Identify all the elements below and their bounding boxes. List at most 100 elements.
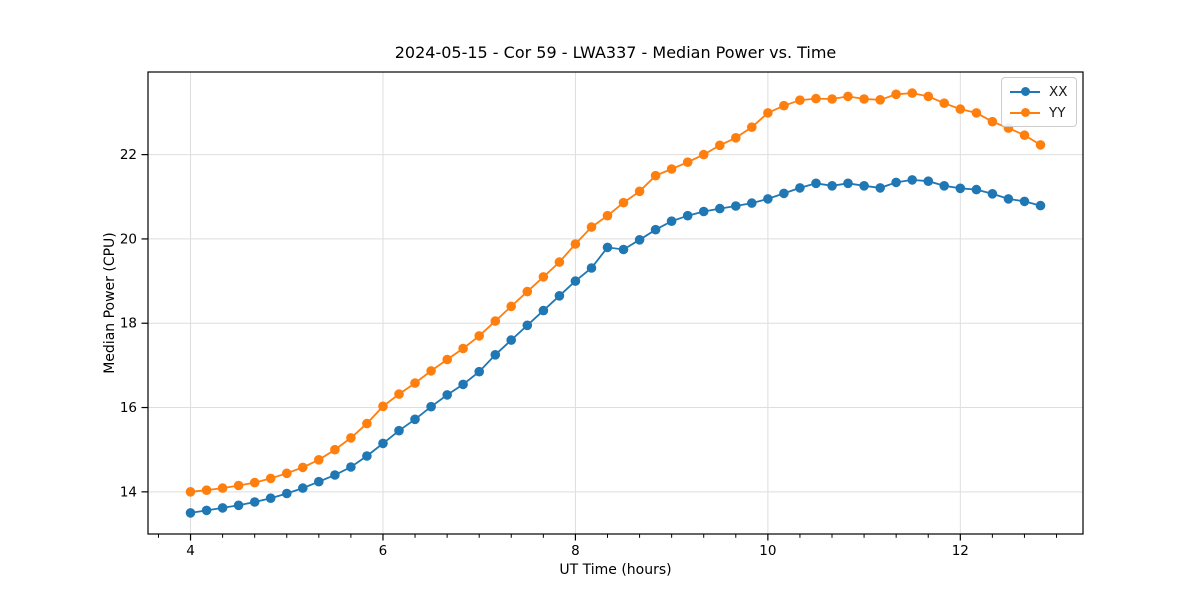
data-point-xx (811, 178, 821, 189)
data-point-yy (731, 133, 741, 143)
circle-marker-icon (1020, 87, 1030, 96)
legend-swatch-yy (1010, 108, 1040, 118)
data-point-yy (586, 222, 597, 232)
data-point-xx (442, 390, 453, 400)
data-point-xx (907, 175, 917, 185)
data-point-yy (282, 468, 292, 479)
data-point-xx (217, 503, 228, 513)
data-point-yy (923, 91, 934, 102)
data-point-xx (538, 305, 549, 316)
data-point-yy (314, 455, 324, 465)
data-point-xx (185, 508, 196, 518)
data-point-yy (795, 95, 805, 105)
data-point-yy (570, 239, 581, 249)
legend-item-xx: XX (1010, 83, 1068, 100)
y-tick-label: 20 (120, 231, 137, 247)
data-point-xx (859, 181, 869, 191)
data-point-xx (282, 488, 292, 499)
data-point-xx (474, 366, 485, 377)
series-line-yy (190, 92, 1041, 493)
data-point-yy (362, 418, 372, 429)
data-point-xx (650, 224, 661, 235)
data-point-xx (346, 462, 356, 472)
data-point-xx (602, 242, 613, 253)
y-tick-label: 16 (120, 400, 137, 416)
data-point-yy (907, 88, 917, 98)
data-point-yy (955, 104, 966, 114)
data-point-xx (314, 476, 324, 487)
data-point-xx (923, 176, 934, 186)
x-tick-label: 8 (571, 543, 580, 559)
legend-label-xx: XX (1049, 83, 1068, 100)
data-point-xx (715, 203, 725, 214)
data-point-yy (330, 444, 340, 455)
data-point-xx (843, 178, 853, 189)
data-point-yy (201, 485, 212, 496)
data-point-yy (442, 354, 453, 365)
data-point-xx (682, 210, 693, 221)
data-point-yy (233, 480, 244, 491)
chart-title: 2024-05-15 - Cor 59 - LWA337 - Median Po… (394, 43, 837, 62)
data-point-xx (763, 194, 773, 204)
data-point-xx (458, 379, 468, 390)
data-point-xx (394, 425, 404, 436)
data-point-yy (346, 433, 356, 443)
data-point-xx (731, 201, 741, 211)
data-point-xx (666, 216, 677, 226)
data-point-yy (538, 272, 549, 282)
plot-border (147, 71, 1084, 535)
data-point-yy (602, 210, 613, 221)
data-point-xx (410, 414, 420, 425)
x-tick-label: 4 (186, 543, 195, 559)
data-point-xx (971, 184, 982, 195)
data-point-yy (779, 100, 789, 111)
data-point-xx (618, 244, 629, 255)
data-point-yy (490, 316, 501, 326)
data-point-yy (378, 401, 388, 412)
data-point-yy (458, 343, 468, 354)
data-point-xx (1019, 196, 1030, 207)
data-point-yy (971, 108, 982, 118)
data-point-yy (426, 366, 436, 376)
data-point-xx (298, 483, 308, 493)
legend-swatch-xx (1010, 87, 1040, 97)
data-point-yy (1035, 140, 1046, 150)
data-point-xx (554, 291, 565, 301)
data-point-xx (827, 181, 837, 191)
data-point-xx (378, 438, 388, 449)
data-point-yy (634, 186, 645, 197)
data-point-yy (715, 140, 725, 151)
data-point-yy (811, 93, 821, 104)
data-point-yy (939, 98, 949, 108)
data-point-xx (522, 320, 533, 331)
legend: XX YY (1001, 77, 1077, 127)
data-point-xx (201, 505, 212, 516)
data-point-xx (698, 206, 709, 217)
data-point-yy (217, 483, 228, 493)
data-point-yy (763, 108, 773, 118)
data-point-yy (747, 122, 757, 132)
data-point-yy (265, 473, 276, 484)
y-tick-label: 22 (120, 147, 137, 163)
data-point-xx (875, 183, 885, 193)
data-point-yy (554, 257, 565, 267)
data-point-xx (330, 470, 340, 480)
data-point-yy (682, 157, 693, 167)
data-point-yy (474, 331, 485, 341)
legend-label-yy: YY (1049, 104, 1066, 121)
y-tick-label: 18 (120, 316, 137, 332)
data-point-yy (843, 91, 853, 102)
data-point-yy (185, 487, 196, 497)
data-point-xx (506, 335, 516, 345)
data-point-yy (249, 477, 260, 488)
x-tick-label: 10 (759, 543, 776, 559)
data-point-yy (987, 116, 998, 127)
data-point-xx (249, 497, 260, 507)
data-point-yy (410, 378, 420, 388)
data-point-xx (233, 500, 244, 511)
data-point-yy (506, 301, 516, 312)
data-point-xx (987, 189, 998, 199)
x-tick-label: 12 (952, 543, 969, 559)
